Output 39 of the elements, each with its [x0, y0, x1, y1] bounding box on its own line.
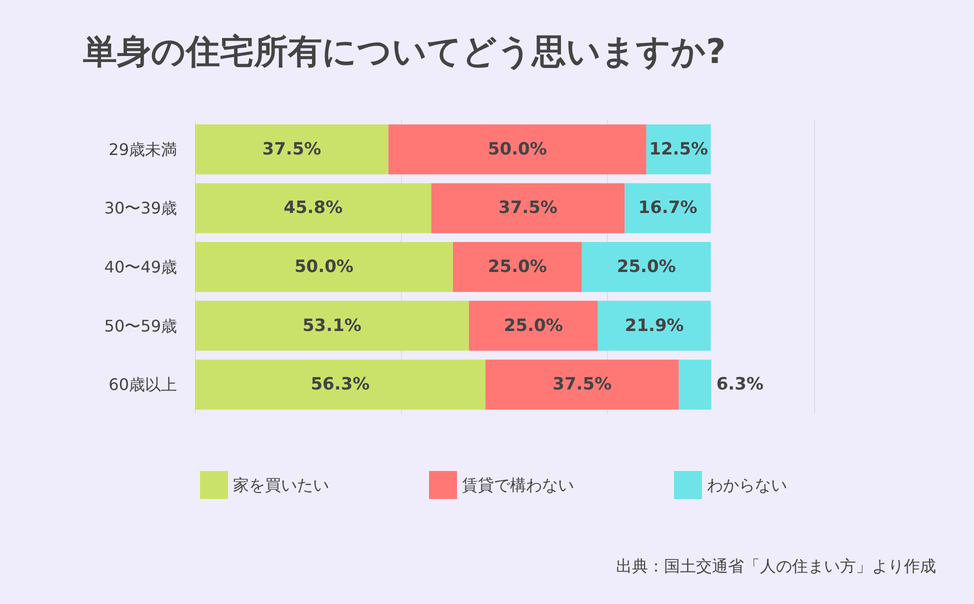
bar — [195, 242, 453, 292]
data-label: 25.0% — [504, 316, 563, 336]
bar — [452, 242, 582, 292]
data-label: 45.8% — [284, 198, 343, 218]
data-label: 21.9% — [624, 316, 684, 336]
data-label: 50.0% — [294, 257, 354, 277]
data-label: 37.5% — [498, 198, 558, 218]
data-label: 56.3% — [310, 374, 370, 395]
data-label: 37.5% — [552, 374, 612, 395]
bar — [624, 183, 711, 234]
legend-label: わからない — [707, 476, 787, 494]
bar — [431, 183, 625, 234]
y-tick-label: 30〜39歳 — [104, 198, 177, 218]
bar — [195, 124, 388, 174]
chart-title: 単身の住宅所有についてどう思いますか? — [83, 32, 726, 72]
data-label: 25.0% — [488, 257, 547, 277]
data-label: 6.3% — [716, 374, 764, 395]
bar — [195, 183, 432, 234]
data-label: 16.7% — [638, 198, 698, 218]
source-note: 出典：国土交通省「人の住まい方」より作成 — [616, 556, 936, 576]
bar — [195, 360, 486, 410]
y-tick-label: 60歳以上 — [108, 375, 177, 394]
bar — [678, 360, 712, 410]
legend-label: 家を買いたい — [233, 476, 329, 494]
legend-label: 賃貸で構わない — [462, 476, 574, 494]
y-tick-label: 50〜59歳 — [104, 316, 177, 336]
bar — [485, 360, 679, 410]
y-tick-label: 40〜49歳 — [104, 258, 177, 276]
data-label: 50.0% — [488, 139, 547, 160]
data-label: 53.1% — [302, 316, 362, 336]
data-label: 37.5% — [262, 139, 322, 160]
bar — [388, 124, 646, 174]
y-tick-label: 29歳未満 — [108, 140, 177, 159]
data-label: 25.0% — [616, 257, 676, 277]
bar — [582, 242, 711, 292]
bar — [468, 300, 598, 351]
bar — [598, 300, 711, 351]
data-label: 12.5% — [649, 139, 708, 160]
bar — [195, 300, 469, 351]
